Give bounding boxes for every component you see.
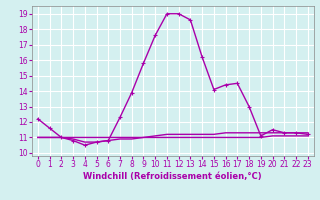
X-axis label: Windchill (Refroidissement éolien,°C): Windchill (Refroidissement éolien,°C)	[84, 172, 262, 181]
